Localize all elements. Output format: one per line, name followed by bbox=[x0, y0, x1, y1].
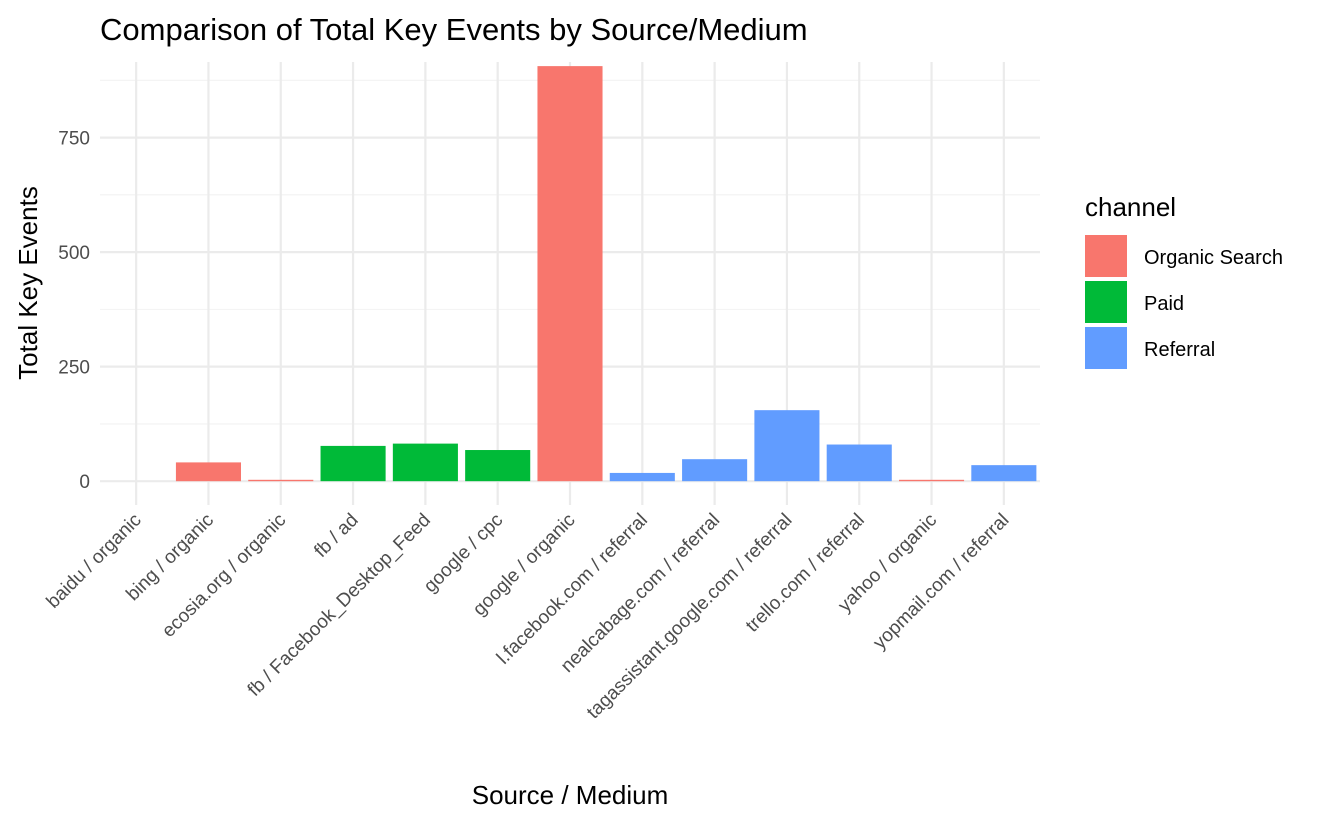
bar bbox=[682, 459, 748, 482]
legend-items: Organic Search Paid Referral bbox=[1085, 235, 1283, 369]
plot-panel bbox=[100, 62, 1040, 505]
x-tick-label: ecosia.org / organic bbox=[158, 510, 290, 642]
legend-label: Paid bbox=[1144, 293, 1184, 315]
bars bbox=[175, 66, 1037, 482]
y-tick-label: 0 bbox=[79, 472, 90, 493]
x-tick-label: trello.com / referral bbox=[742, 510, 869, 637]
bar bbox=[971, 465, 1037, 482]
legend-key bbox=[1085, 327, 1127, 369]
y-tick-label: 250 bbox=[58, 358, 90, 379]
x-tick-label: fb / ad bbox=[310, 510, 362, 562]
bar bbox=[754, 410, 820, 482]
bar bbox=[248, 479, 314, 482]
y-axis-title: Total Key Events bbox=[13, 186, 43, 380]
legend-title: channel bbox=[1085, 192, 1176, 222]
legend-key bbox=[1085, 235, 1127, 277]
legend-key bbox=[1085, 281, 1127, 323]
bar bbox=[826, 444, 892, 482]
legend-label: Referral bbox=[1144, 339, 1215, 361]
bar bbox=[175, 462, 241, 482]
bar bbox=[609, 472, 675, 482]
bar bbox=[899, 479, 965, 482]
bar bbox=[392, 443, 458, 482]
y-axis: 0 250 500 750 bbox=[58, 129, 90, 494]
y-tick-label: 750 bbox=[58, 129, 90, 150]
chart-title: Comparison of Total Key Events by Source… bbox=[100, 12, 808, 47]
bar bbox=[320, 445, 386, 482]
y-tick-label: 500 bbox=[58, 243, 90, 264]
x-tick-label: yopmail.com / referral bbox=[869, 510, 1013, 654]
legend: channel Organic Search Paid Referral bbox=[1085, 192, 1283, 369]
bar bbox=[537, 66, 603, 482]
bar bbox=[465, 450, 531, 482]
legend-label: Organic Search bbox=[1144, 247, 1283, 269]
x-axis-title: Source / Medium bbox=[472, 780, 669, 810]
x-tick-label: l.facebook.com / referral bbox=[493, 510, 652, 669]
